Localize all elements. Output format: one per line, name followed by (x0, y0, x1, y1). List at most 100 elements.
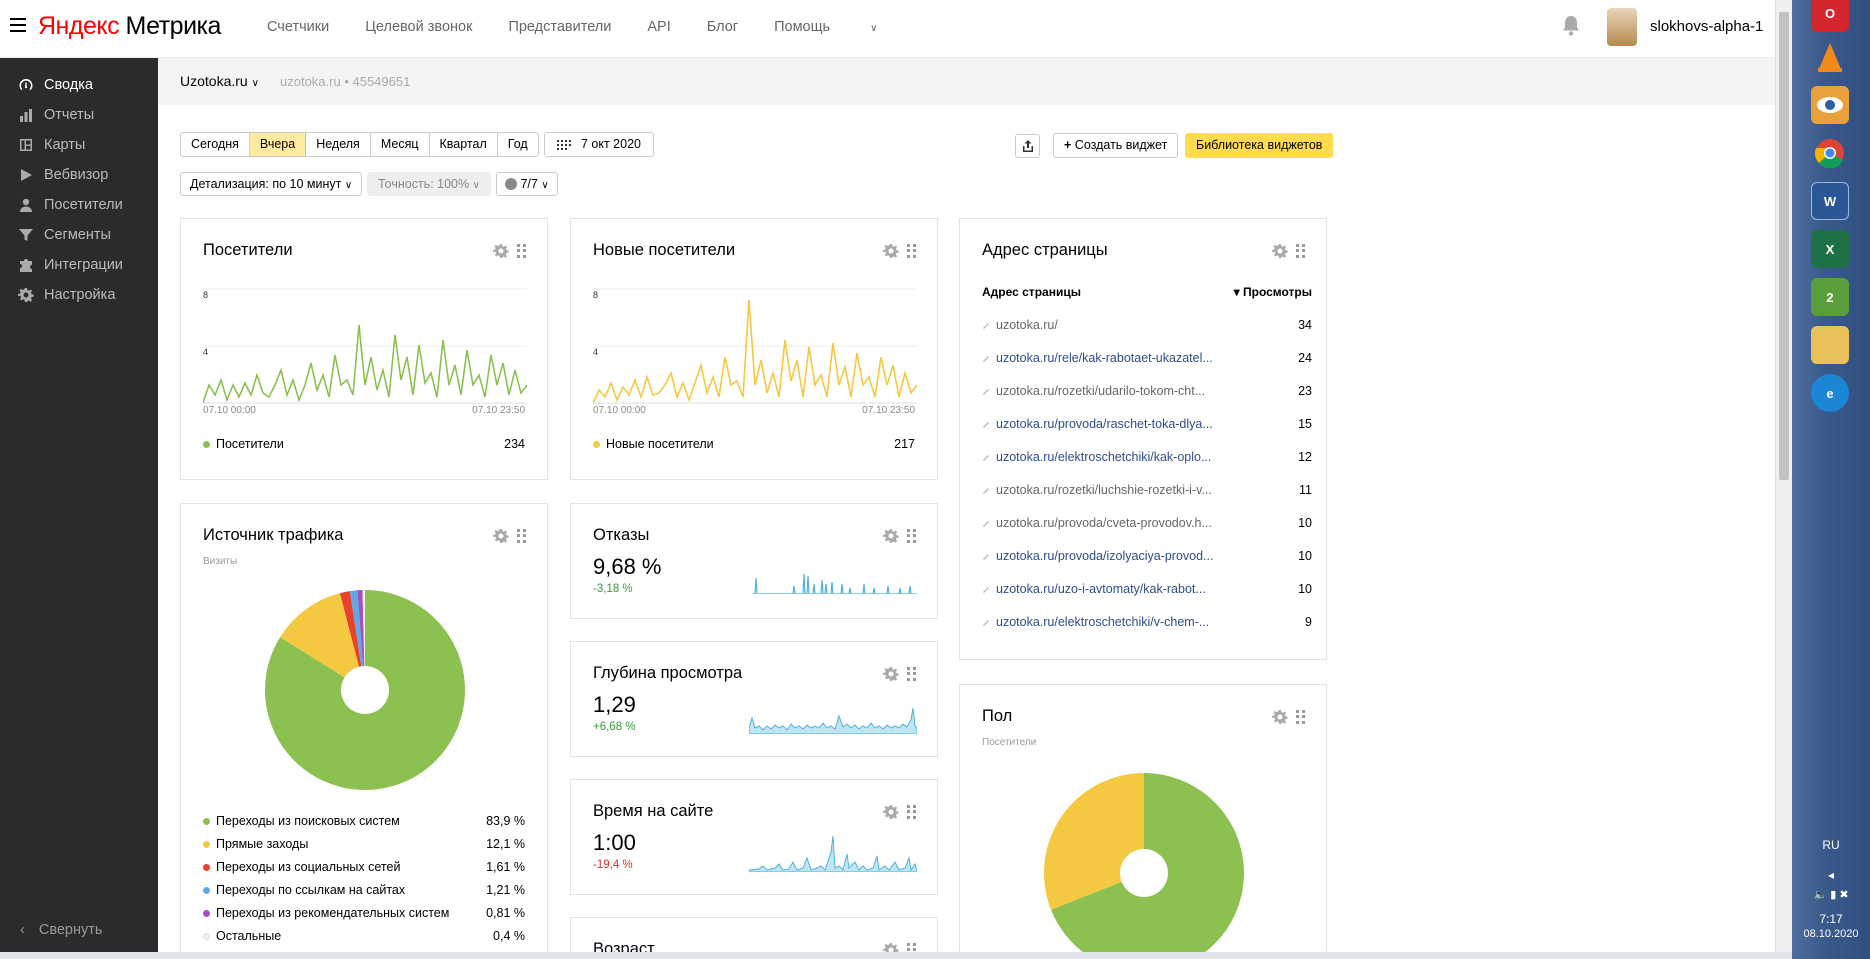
drag-handle-icon[interactable] (907, 244, 917, 258)
sidebar-item-integrations[interactable]: Интеграции (18, 254, 123, 276)
tray-icons[interactable]: 🔈 ▮ ✖ (1813, 889, 1849, 901)
drag-handle-icon[interactable] (517, 244, 527, 258)
widget-library-button[interactable]: Библиотека виджетов (1185, 133, 1334, 158)
period-yesterday[interactable]: Вчера (249, 133, 307, 156)
detail-select[interactable]: Детализация: по 10 минут ∨ (180, 172, 363, 196)
page-link[interactable]: uzotoka.ru/elektroschetchiki/v-chem-... (996, 615, 1210, 629)
app-notification-icon[interactable]: 2 (1811, 278, 1849, 316)
opera-icon[interactable]: O (1811, 0, 1849, 32)
page-views-cell: 10 (1298, 582, 1312, 596)
legend-value: 83,9 % (486, 814, 525, 828)
logo[interactable]: Яндекс Метрика (38, 12, 221, 41)
nav-counters[interactable]: Счетчики (267, 19, 330, 35)
pie-slice[interactable] (362, 590, 365, 690)
language-indicator[interactable]: RU (1822, 838, 1840, 852)
date-picker[interactable]: 7 окт 2020 (544, 132, 654, 157)
vlc-icon[interactable] (1811, 38, 1849, 76)
period-year[interactable]: Год (507, 137, 528, 151)
legend-item[interactable]: Переходы из рекомендательных систем 0,81 … (203, 906, 525, 920)
sidebar-item-maps[interactable]: Карты (18, 134, 85, 156)
pie-slice[interactable] (339, 591, 365, 690)
sidebar-item-visitors[interactable]: Посетители (18, 194, 123, 216)
folder-icon[interactable] (1811, 326, 1849, 364)
drag-handle-icon[interactable] (907, 667, 917, 681)
legend-item[interactable]: Остальные 0,4 % (203, 929, 525, 943)
drag-handle-icon[interactable] (1296, 710, 1306, 724)
sidebar-item-settings[interactable]: Настройка (18, 284, 115, 306)
drag-handle-icon[interactable] (1296, 244, 1306, 258)
drag-handle-icon[interactable] (517, 529, 527, 543)
chrome-icon[interactable] (1811, 134, 1849, 172)
page-link[interactable]: uzotoka.ru/rozetki/luchshie-rozetki-i-v.… (996, 483, 1212, 497)
export-button[interactable] (1015, 134, 1040, 158)
nav-api[interactable]: API (647, 19, 671, 35)
legend-item[interactable]: Новые посетители 217 (593, 437, 915, 451)
legend-item[interactable]: Прямые заходы 12,1 % (203, 837, 525, 851)
legend-item[interactable]: Переходы по ссылкам на сайтах 1,21 % (203, 883, 525, 897)
create-widget-button[interactable]: + Создать виджет (1053, 133, 1179, 158)
username[interactable]: slokhovs-alpha-1 (1650, 18, 1764, 35)
legend-label: Переходы из рекомендательных систем (216, 906, 450, 920)
pie-slice[interactable] (1044, 773, 1144, 910)
menu-icon[interactable] (10, 18, 26, 32)
legend-label: Прямые заходы (216, 837, 309, 851)
period-quarter[interactable]: Квартал (430, 133, 498, 156)
accuracy-select[interactable]: Точность: 100% ∨ (367, 172, 491, 196)
page-link[interactable]: uzotoka.ru/rozetki/udarilo-tokom-cht... (996, 384, 1206, 398)
legend-value: 12,1 % (486, 837, 525, 851)
sidebar-item-segments[interactable]: Сегменты (18, 224, 111, 246)
page-link[interactable]: uzotoka.ru/rele/kak-rabotaet-ukazatel... (996, 351, 1213, 365)
word-icon[interactable]: W (1811, 182, 1849, 220)
legend-item[interactable]: Посетители 234 (203, 437, 525, 451)
pie-slice[interactable] (357, 590, 365, 690)
table-row: uzotoka.ru/rozetki/udarilo-tokom-cht... 2… (982, 384, 1312, 398)
gear-icon[interactable] (493, 243, 509, 259)
page-link[interactable]: uzotoka.ru/elektroschetchiki/kak-oplo... (996, 450, 1212, 464)
page-link[interactable]: uzotoka.ru/uzo-i-avtomaty/kak-rabot... (996, 582, 1206, 596)
segment-select[interactable]: 7/7 ∨ (496, 172, 558, 196)
gear-icon[interactable] (883, 804, 899, 820)
gear-icon[interactable] (883, 528, 899, 544)
clock-date[interactable]: 08.10.2020 (1803, 928, 1859, 940)
period-month[interactable]: Месяц (371, 133, 430, 156)
column-views[interactable]: ▾ Просмотры (1233, 285, 1312, 299)
page-link[interactable]: uzotoka.ru/ (996, 318, 1058, 332)
eye-icon[interactable] (1811, 86, 1849, 124)
nav-blog[interactable]: Блог (706, 19, 739, 35)
gear-icon[interactable] (883, 666, 899, 682)
legend-item[interactable]: Переходы из социальных сетей 1,61 % (203, 860, 525, 874)
nav-target-call[interactable]: Целевой звонок (365, 19, 473, 35)
scrollbar-thumb[interactable] (1779, 12, 1789, 480)
clock-time[interactable]: 7:17 (1819, 912, 1843, 926)
pie-slice[interactable] (349, 590, 365, 690)
column-url[interactable]: Адрес страницы (982, 285, 1081, 299)
period-today[interactable]: Сегодня (181, 133, 250, 156)
sidebar-item-webvisor[interactable]: Вебвизор (18, 164, 108, 186)
chevron-left-icon[interactable]: ◂ (1827, 868, 1835, 882)
page-link[interactable]: uzotoka.ru/provoda/izolyaciya-provod... (996, 549, 1214, 563)
collapse-button[interactable]: ‹ Свернуть (20, 922, 102, 938)
nav-representatives[interactable]: Представители (508, 19, 612, 35)
page-link[interactable]: uzotoka.ru/provoda/raschet-toka-dlya... (996, 417, 1213, 431)
drag-handle-icon[interactable] (907, 805, 917, 819)
widget-tools (493, 243, 527, 259)
sidebar-item-summary[interactable]: Сводка (18, 74, 93, 96)
gear-icon[interactable] (1272, 243, 1288, 259)
avatar[interactable] (1607, 8, 1637, 46)
bell-icon[interactable] (1561, 15, 1581, 37)
page-link[interactable]: uzotoka.ru/provoda/cveta-provodov.h... (996, 516, 1212, 530)
gear-icon[interactable] (493, 528, 509, 544)
period-week[interactable]: Неделя (306, 133, 371, 156)
nav-help[interactable]: Помощь ∨ (774, 19, 913, 35)
legend-item[interactable]: Переходы из поисковых систем 83,9 % (203, 814, 525, 828)
sidebar-item-reports[interactable]: Отчеты (18, 104, 94, 126)
gear-icon[interactable] (1272, 709, 1288, 725)
legend-dot (203, 886, 210, 894)
drag-handle-icon[interactable] (907, 529, 917, 543)
pie-slice[interactable] (280, 593, 365, 690)
excel-icon[interactable]: X (1811, 230, 1849, 268)
gear-icon[interactable] (883, 243, 899, 259)
site-selector[interactable]: Uzotoka.ru ∨ (180, 73, 259, 89)
page-scrollbar[interactable] (1775, 0, 1792, 952)
browser-icon[interactable]: e (1811, 374, 1849, 412)
